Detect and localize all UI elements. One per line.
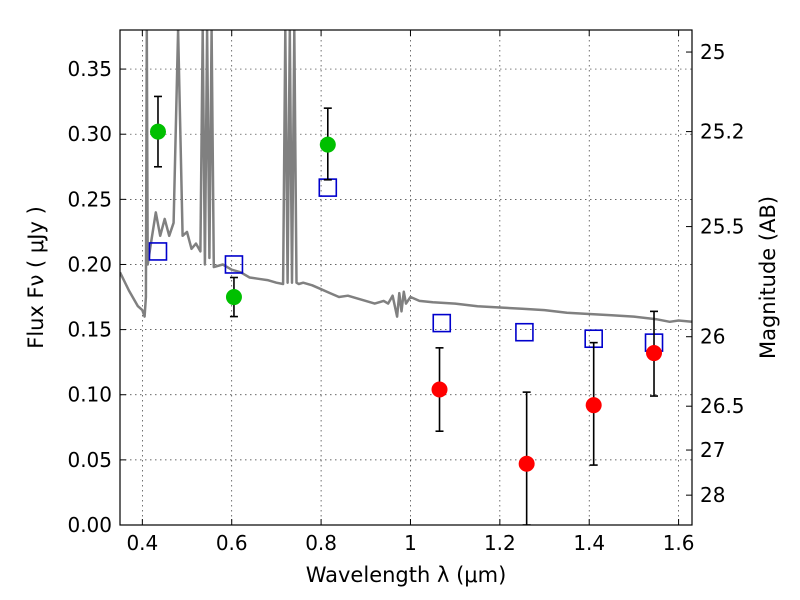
x-axis-title: Wavelength λ (μm) [306, 563, 507, 587]
right-tick-label: 27 [700, 438, 725, 462]
x-tick-label: 0.6 [216, 531, 248, 555]
right-tick-label: 26 [700, 325, 725, 349]
green-data-point [225, 289, 242, 306]
right-axis-title: Magnitude (AB) [756, 196, 780, 359]
y-tick-label: 0.20 [67, 252, 112, 276]
x-tick-label: 0.4 [126, 531, 158, 555]
x-tick-label: 1.6 [663, 531, 695, 555]
green-data-point [319, 136, 336, 153]
y-tick-label: 0.30 [67, 122, 112, 146]
axis-ticks: 0.4 0.6 0.8 1 1.2 1.4 1.6 0.00 0.05 0.10 0.15 0.20 0… [67, 30, 745, 555]
right-tick-label: 28 [700, 483, 725, 507]
y-tick-label: 0.15 [67, 318, 112, 342]
model-spectrum [120, 30, 692, 324]
observed-points [149, 123, 663, 472]
red-data-point [646, 345, 663, 362]
red-data-point [431, 381, 448, 398]
x-tick-label: 0.8 [305, 531, 337, 555]
y-tick-label: 0.00 [67, 513, 112, 537]
red-data-point [518, 455, 535, 472]
x-tick-label: 1.4 [573, 531, 605, 555]
green-data-point [149, 123, 166, 140]
model-photometry-squares [148, 178, 664, 352]
error-bars [153, 95, 659, 525]
model-photometry-square [148, 242, 168, 261]
right-tick-label: 25.2 [700, 120, 745, 144]
right-tick-label: 25.5 [700, 215, 745, 239]
y-tick-label: 0.10 [67, 383, 112, 407]
plot-frame [119, 29, 693, 526]
y-tick-label: 0.05 [67, 448, 112, 472]
right-tick-label: 26.5 [700, 394, 745, 418]
x-tick-label: 1 [404, 531, 417, 555]
y-tick-label: 0.35 [67, 57, 112, 81]
model-photometry-square [432, 313, 452, 333]
x-tick-label: 1.2 [484, 531, 516, 555]
model-spectrum-line [120, 30, 692, 324]
red-data-point [585, 397, 602, 414]
model-photometry-square [318, 178, 338, 197]
y-tick-label: 0.25 [67, 187, 112, 211]
right-tick-label: 25 [700, 40, 725, 64]
model-photometry-square [515, 322, 534, 342]
model-photometry-square [224, 255, 244, 274]
grid-lines [120, 30, 692, 526]
y-axis-title: Flux Fν ( μJy ) [24, 206, 48, 349]
